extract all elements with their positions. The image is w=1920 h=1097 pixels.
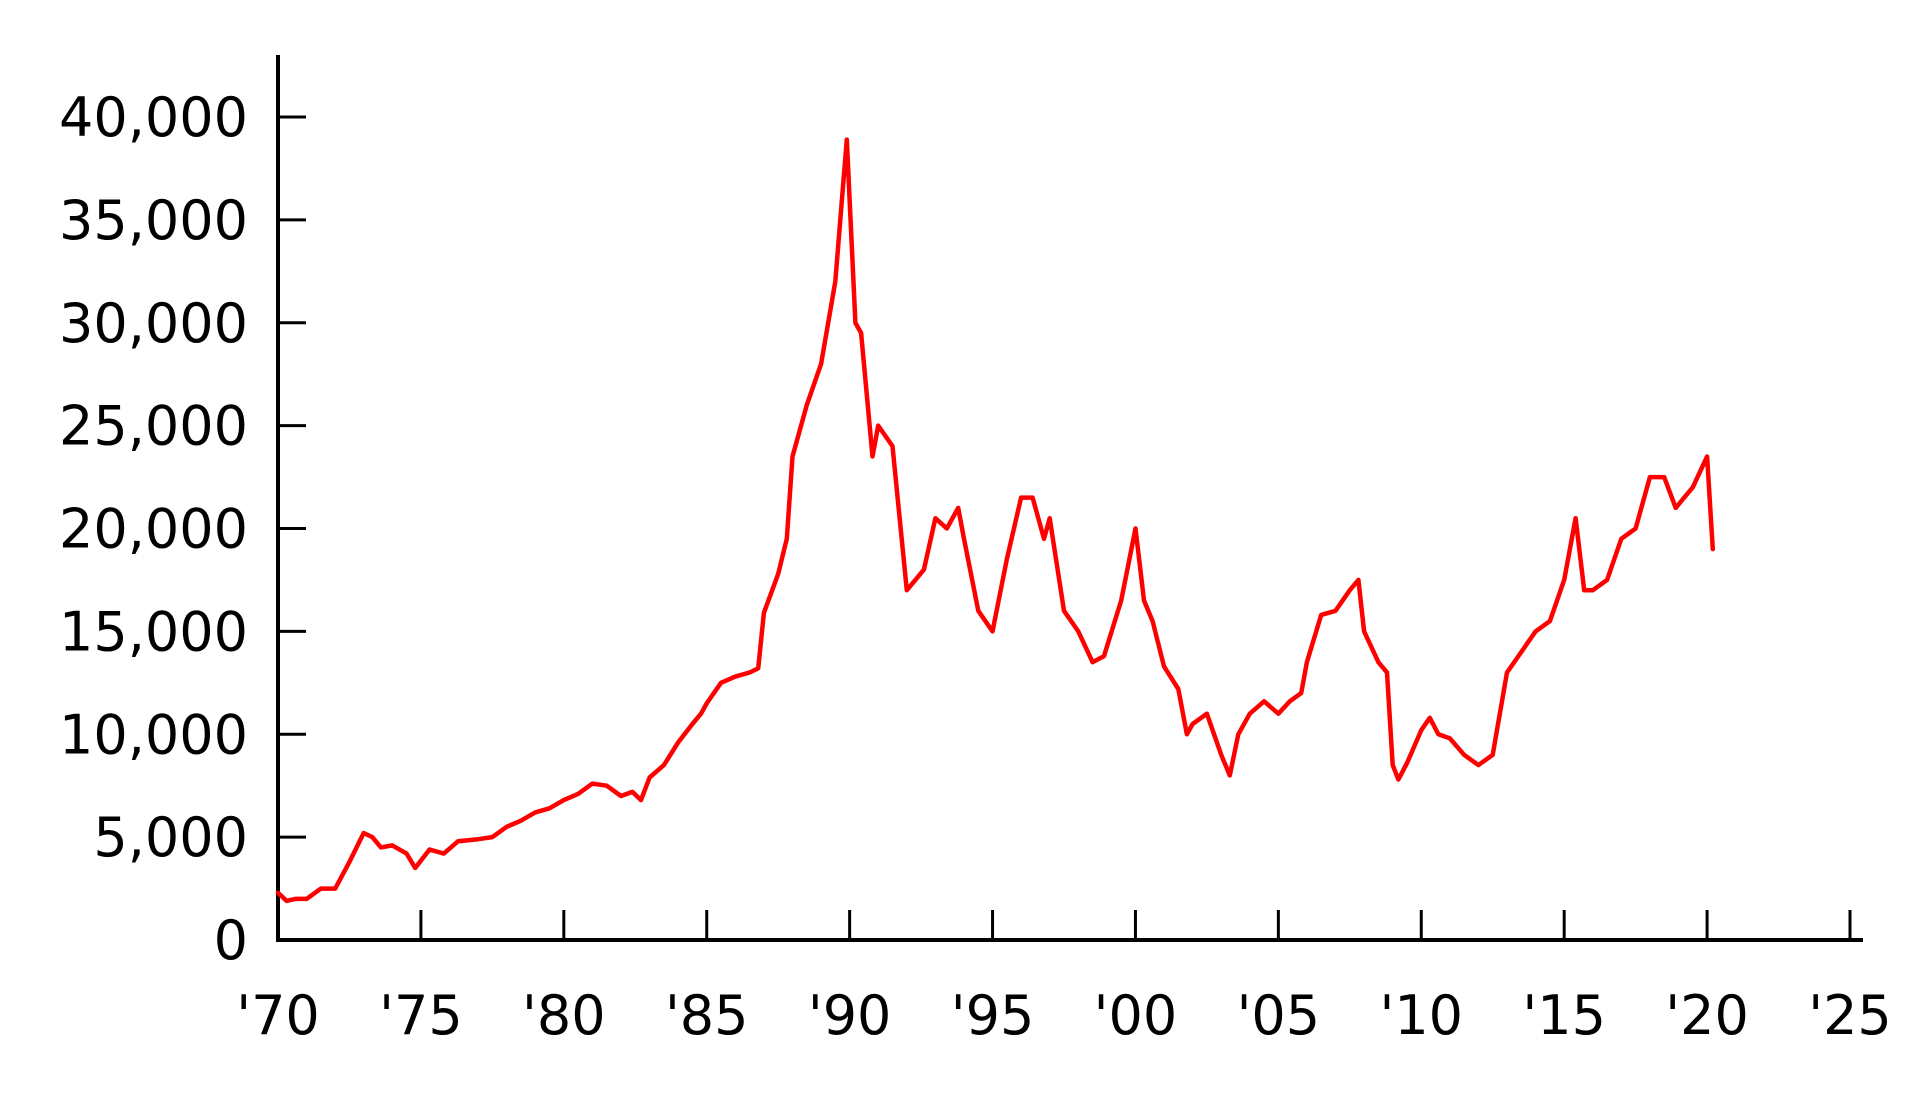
x-tick-label: '70 — [236, 984, 320, 1047]
x-tick-label: '80 — [522, 984, 606, 1047]
x-tick-label: '25 — [1808, 984, 1892, 1047]
y-tick-label: 5,000 — [93, 806, 248, 869]
x-tick-label: '90 — [808, 984, 892, 1047]
x-tick-label: '00 — [1094, 984, 1178, 1047]
y-tick-label: 40,000 — [59, 86, 248, 149]
y-tick-label: 15,000 — [59, 600, 248, 663]
x-tick-label: '75 — [379, 984, 463, 1047]
x-tick-label: '05 — [1237, 984, 1321, 1047]
x-tick-label: '85 — [665, 984, 749, 1047]
x-tick-label: '10 — [1379, 984, 1463, 1047]
x-tick-label: '20 — [1665, 984, 1749, 1047]
x-tick-label: '95 — [951, 984, 1035, 1047]
y-tick-label: 0 — [214, 909, 248, 972]
y-tick-label: 10,000 — [59, 703, 248, 766]
y-axis-ticks — [278, 115, 306, 942]
x-axis-tick-labels: '70 '75 '80 '85 '90 '95 '00 '05 '10 '15 '20 '25 — [236, 984, 1892, 1047]
x-tick-label: '15 — [1522, 984, 1606, 1047]
y-axis-tick-labels: 0 5,000 10,000 15,000 20,000 25,000 30,000 35,0… — [59, 86, 248, 972]
x-axis-ticks — [276, 910, 1852, 940]
y-tick-label: 35,000 — [59, 189, 248, 252]
series-layer — [275, 137, 1716, 904]
y-tick-label: 30,000 — [59, 292, 248, 355]
y-tick-label: 25,000 — [59, 395, 248, 458]
y-tick-label: 20,000 — [59, 498, 248, 561]
series-line-0 — [275, 137, 1716, 904]
